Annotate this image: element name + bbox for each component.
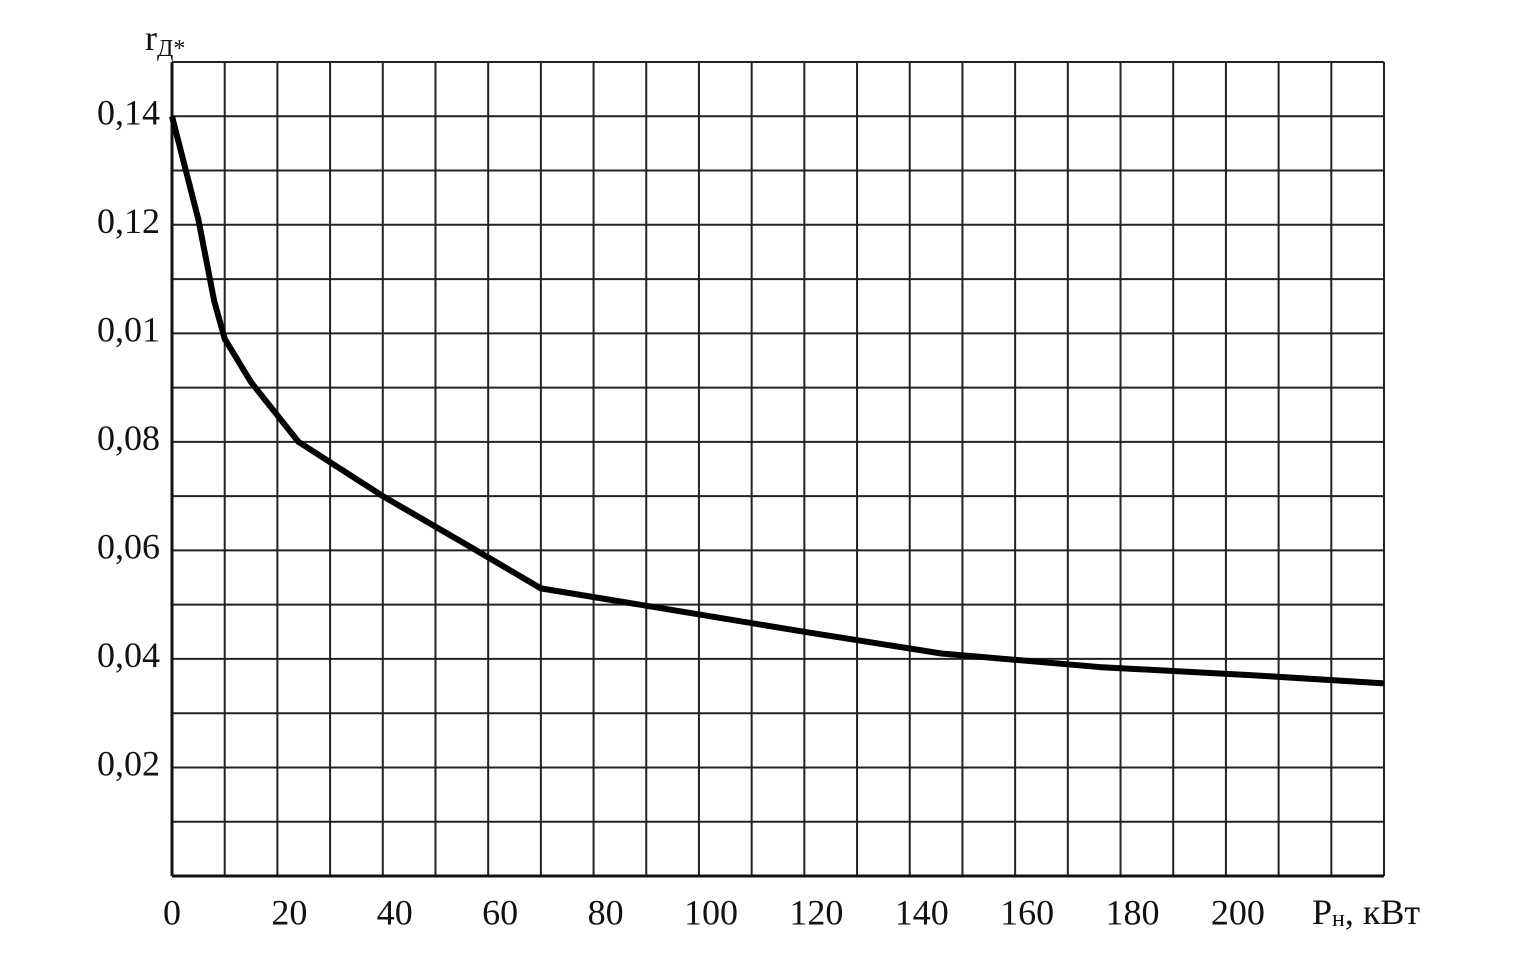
y-tick-label: 0,01 <box>97 310 160 350</box>
x-tick-label: 140 <box>895 892 949 932</box>
x-tick-label: 40 <box>377 892 413 932</box>
y-tick-label: 0,08 <box>97 418 160 458</box>
x-axis-label: Pн, кВт <box>1312 892 1420 932</box>
x-tick-label: 20 <box>271 892 307 932</box>
x-tick-label: 200 <box>1211 892 1265 932</box>
y-axis-label: rД* <box>145 18 185 61</box>
x-tick-label: 60 <box>482 892 518 932</box>
x-tick-label: 160 <box>1000 892 1054 932</box>
x-tick-label: 120 <box>789 892 843 932</box>
x-tick-label: 80 <box>588 892 624 932</box>
x-tick-label: 180 <box>1106 892 1160 932</box>
y-tick-label: 0,06 <box>97 527 160 567</box>
y-tick-label: 0,14 <box>97 93 160 133</box>
x-tick-label: 0 <box>163 892 181 932</box>
y-tick-label: 0,12 <box>97 201 160 241</box>
data-line <box>169 115 1385 687</box>
x-tick-label: 100 <box>684 892 738 932</box>
y-tick-label: 0,04 <box>97 635 160 675</box>
y-tick-label: 0,02 <box>97 744 160 784</box>
